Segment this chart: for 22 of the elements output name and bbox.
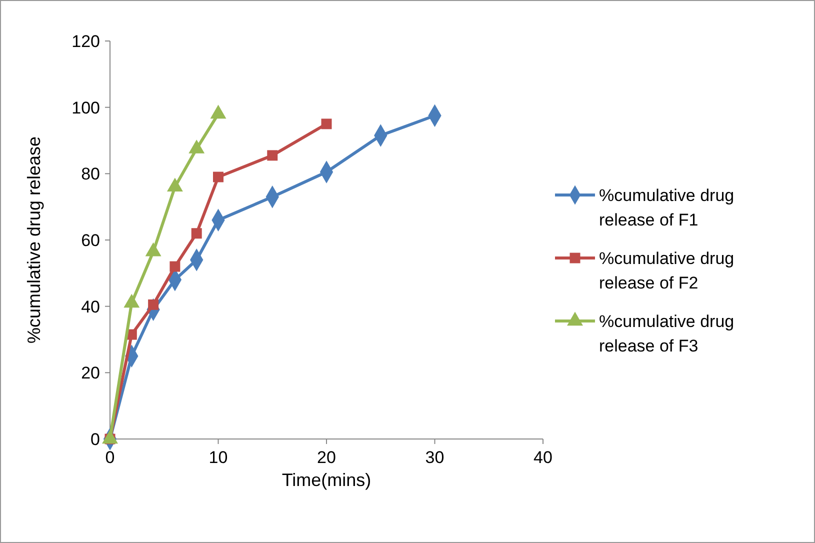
y-tick-label: 80 [81, 164, 100, 184]
x-tick-label: 30 [425, 448, 444, 467]
x-tick-label: 20 [317, 448, 336, 467]
x-axis-title: Time(mins) [282, 470, 372, 490]
y-tick-label: 120 [72, 32, 100, 51]
point [191, 228, 202, 239]
y-tick-label: 60 [81, 230, 100, 250]
legend-label: %cumulative drug release of F2 [599, 248, 734, 293]
x-tick-label: 0 [105, 448, 115, 467]
y-axis-title: %cumulative drug release [24, 136, 44, 344]
y-tick-label: 0 [90, 430, 100, 449]
point [170, 261, 180, 272]
point [213, 172, 224, 182]
y-tick-label: 20 [81, 364, 100, 383]
legend-label: %cumulative drug release of F3 [599, 312, 734, 356]
point [321, 118, 332, 130]
point [267, 150, 278, 161]
x-tick-label: 40 [534, 448, 552, 467]
y-tick-label: 100 [72, 98, 100, 118]
x-tick-label: 10 [208, 448, 228, 467]
legend-label: %cumulative drug release of F1 [599, 186, 734, 230]
y-tick-label: 40 [81, 297, 100, 316]
